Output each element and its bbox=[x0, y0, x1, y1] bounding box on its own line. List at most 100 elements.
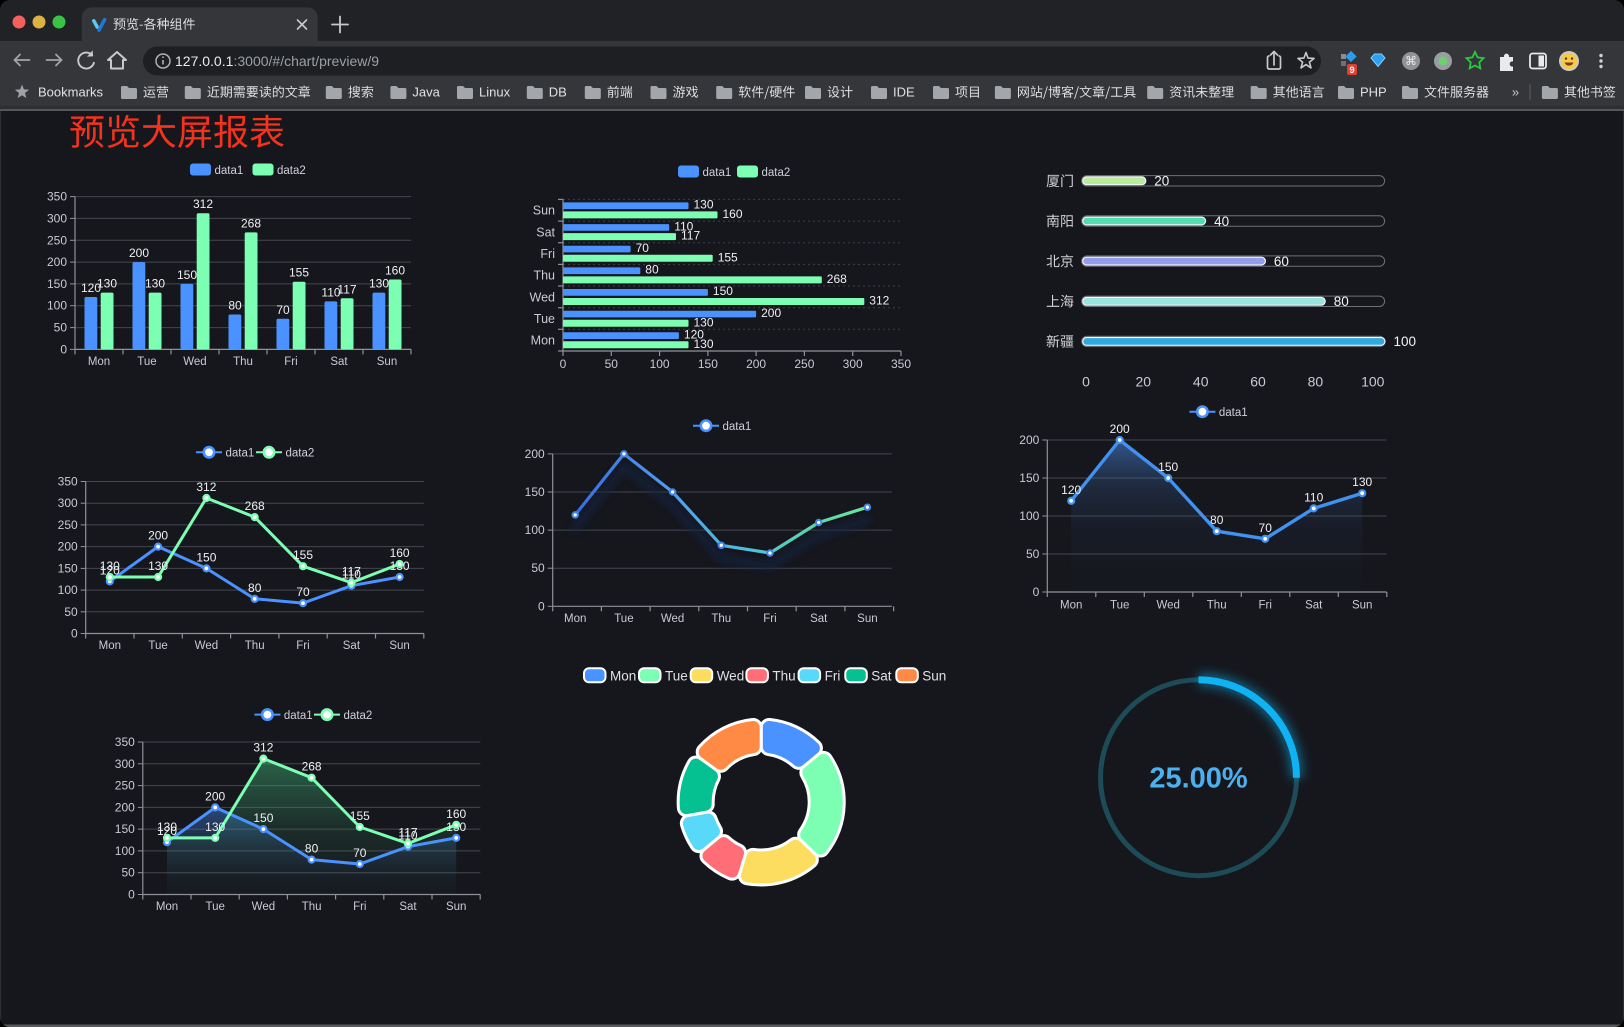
svg-text:200: 200 bbox=[148, 529, 168, 543]
svg-text:Tue: Tue bbox=[137, 356, 156, 368]
svg-text:130: 130 bbox=[1352, 475, 1372, 489]
svg-text:Mon: Mon bbox=[156, 901, 178, 913]
svg-text:Mon: Mon bbox=[1060, 600, 1082, 612]
svg-text:100: 100 bbox=[1394, 334, 1417, 349]
svg-text:150: 150 bbox=[47, 277, 67, 291]
svg-text:data2: data2 bbox=[286, 448, 315, 460]
svg-text:Thu: Thu bbox=[533, 269, 555, 283]
svg-text:200: 200 bbox=[115, 800, 135, 814]
svg-text:Wed: Wed bbox=[530, 290, 556, 304]
svg-text:Fri: Fri bbox=[763, 613, 776, 625]
svg-text:150: 150 bbox=[253, 811, 273, 825]
svg-text:200: 200 bbox=[129, 246, 149, 260]
svg-text:350: 350 bbox=[891, 357, 911, 371]
svg-text:155: 155 bbox=[293, 548, 313, 562]
svg-text:120: 120 bbox=[100, 563, 120, 577]
svg-text:Tue: Tue bbox=[614, 613, 633, 625]
svg-text:70: 70 bbox=[1259, 521, 1273, 535]
svg-text:100: 100 bbox=[58, 583, 78, 597]
svg-text:80: 80 bbox=[305, 842, 319, 856]
svg-text:155: 155 bbox=[718, 250, 738, 264]
svg-text:50: 50 bbox=[121, 866, 135, 880]
svg-text:70: 70 bbox=[353, 846, 367, 860]
svg-text:50: 50 bbox=[531, 561, 545, 575]
svg-text:0: 0 bbox=[1082, 374, 1090, 390]
svg-text:Mon: Mon bbox=[88, 356, 110, 368]
svg-text:100: 100 bbox=[1361, 374, 1385, 390]
svg-text:Fri: Fri bbox=[540, 247, 555, 261]
svg-text:80: 80 bbox=[645, 263, 659, 277]
svg-text:160: 160 bbox=[385, 264, 405, 278]
svg-text:20: 20 bbox=[1154, 174, 1169, 189]
svg-text:Mon: Mon bbox=[564, 613, 586, 625]
svg-text:40: 40 bbox=[1214, 214, 1229, 229]
svg-text:200: 200 bbox=[1019, 433, 1039, 447]
svg-text:110: 110 bbox=[342, 568, 361, 582]
svg-text:Mon: Mon bbox=[531, 334, 555, 348]
svg-text:IDE: IDE bbox=[893, 85, 915, 100]
svg-text:150: 150 bbox=[525, 485, 545, 499]
svg-text:117: 117 bbox=[398, 826, 417, 840]
svg-text:110: 110 bbox=[674, 219, 693, 233]
svg-text:312: 312 bbox=[196, 480, 216, 494]
svg-text:data1: data1 bbox=[226, 448, 255, 460]
svg-text:0: 0 bbox=[1033, 585, 1040, 599]
svg-text:350: 350 bbox=[47, 190, 67, 204]
svg-text:200: 200 bbox=[58, 540, 78, 554]
svg-text:130: 130 bbox=[157, 820, 177, 834]
svg-text:150: 150 bbox=[58, 561, 78, 575]
svg-text:50: 50 bbox=[1026, 547, 1040, 561]
svg-text:80: 80 bbox=[1334, 294, 1349, 309]
svg-text:data2: data2 bbox=[762, 167, 791, 179]
svg-text:268: 268 bbox=[245, 499, 265, 513]
svg-text:312: 312 bbox=[193, 197, 213, 211]
svg-text:150: 150 bbox=[115, 822, 135, 836]
svg-text:⌘: ⌘ bbox=[1405, 54, 1417, 68]
svg-text:110: 110 bbox=[1304, 490, 1323, 504]
svg-text:150: 150 bbox=[196, 550, 216, 564]
svg-text:Fri: Fri bbox=[353, 901, 366, 913]
svg-text:Sun: Sun bbox=[377, 356, 397, 368]
svg-text:130: 130 bbox=[97, 277, 117, 291]
svg-text:20: 20 bbox=[1136, 374, 1152, 390]
svg-text:120: 120 bbox=[684, 328, 704, 342]
svg-text:Tue: Tue bbox=[206, 901, 225, 913]
svg-text:130: 130 bbox=[205, 820, 225, 834]
svg-text:268: 268 bbox=[241, 216, 261, 230]
svg-text:200: 200 bbox=[47, 255, 67, 269]
svg-text:250: 250 bbox=[47, 233, 67, 247]
svg-text:Tue: Tue bbox=[1110, 600, 1129, 612]
svg-text:60: 60 bbox=[1274, 254, 1289, 269]
svg-text:Sun: Sun bbox=[922, 668, 946, 683]
svg-text:data1: data1 bbox=[215, 165, 244, 177]
svg-text:9: 9 bbox=[1349, 65, 1354, 76]
svg-text:Thu: Thu bbox=[302, 901, 322, 913]
svg-text:40: 40 bbox=[1193, 374, 1209, 390]
svg-text:110: 110 bbox=[398, 829, 417, 843]
svg-text:data1: data1 bbox=[1219, 407, 1248, 419]
svg-text:130: 130 bbox=[148, 559, 168, 573]
svg-text:80: 80 bbox=[1308, 374, 1324, 390]
svg-text:Thu: Thu bbox=[711, 613, 731, 625]
svg-text:100: 100 bbox=[1019, 509, 1039, 523]
svg-text:155: 155 bbox=[289, 266, 309, 280]
svg-text:50: 50 bbox=[54, 321, 68, 335]
svg-text:268: 268 bbox=[827, 272, 847, 286]
svg-text:0: 0 bbox=[128, 888, 135, 902]
svg-text:Wed: Wed bbox=[717, 668, 745, 683]
svg-text:130: 130 bbox=[145, 277, 165, 291]
svg-text:200: 200 bbox=[205, 789, 225, 803]
svg-text:Thu: Thu bbox=[1207, 600, 1227, 612]
svg-text:70: 70 bbox=[636, 241, 650, 255]
svg-text:130: 130 bbox=[694, 315, 714, 329]
svg-text:150: 150 bbox=[713, 284, 733, 298]
svg-text:150: 150 bbox=[1019, 471, 1039, 485]
svg-text:Thu: Thu bbox=[233, 356, 253, 368]
svg-text:70: 70 bbox=[296, 585, 310, 599]
svg-text:50: 50 bbox=[64, 605, 78, 619]
svg-text:312: 312 bbox=[253, 741, 273, 755]
svg-text:200: 200 bbox=[1110, 422, 1130, 436]
svg-text:100: 100 bbox=[525, 523, 545, 537]
svg-text:Fri: Fri bbox=[825, 668, 841, 683]
svg-text:data2: data2 bbox=[277, 165, 306, 177]
